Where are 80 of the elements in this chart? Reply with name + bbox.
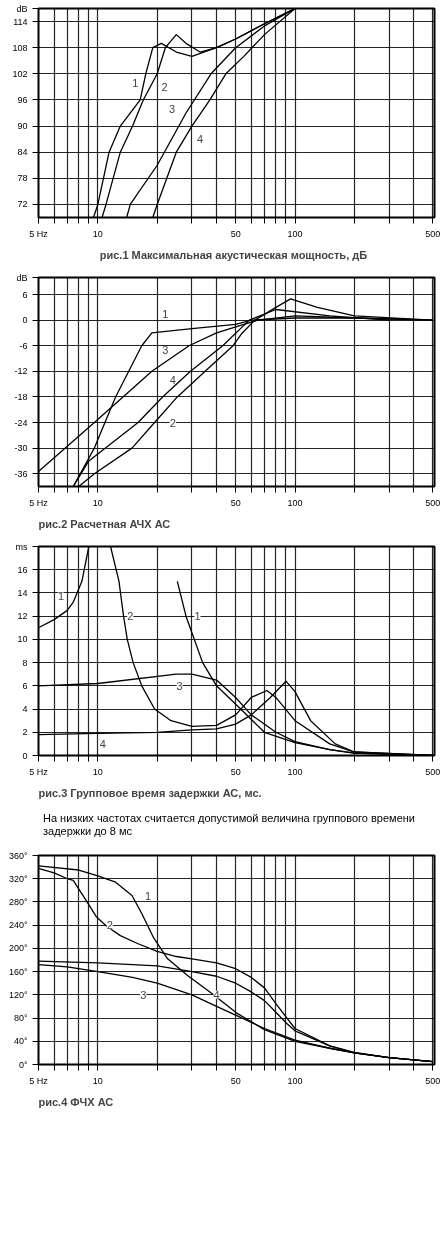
y-tick-label: 12 [17, 611, 28, 622]
x-tick-label: 5 Hz [29, 766, 49, 777]
x-tick-label: 5 Hz [29, 1075, 49, 1086]
x-tick-label: 500 [425, 766, 440, 777]
y-tick-label: 80° [13, 1013, 28, 1024]
y-tick-label: 10 [17, 634, 28, 645]
x-tick-label: 500 [425, 1075, 440, 1086]
y-tick-label: 16 [17, 564, 28, 575]
text: рис.3 Групповое время задержки АС, мс. [38, 786, 262, 799]
y-tick-label: 240° [8, 920, 28, 931]
y-tick-label: 108 [12, 42, 28, 53]
annotation: 2 [127, 610, 134, 623]
y-tick-label: 120° [8, 990, 28, 1001]
y-tick-label: 360° [8, 850, 28, 861]
x-tick-label: 100 [287, 766, 303, 777]
y-tick-label: -24 [14, 417, 28, 428]
y-tick-label: -6 [19, 340, 28, 351]
x-tick-label: 10 [92, 497, 103, 508]
annotation: 2 [161, 80, 168, 93]
y-tick-label: 84 [17, 147, 28, 158]
y-tick-label: -30 [14, 443, 28, 454]
annotation: 2 [169, 416, 176, 429]
x-tick-label: 5 Hz [29, 228, 49, 239]
y-tick-label: -36 [14, 468, 28, 479]
annotation: 4 [197, 133, 204, 146]
y-tick-label: 40° [13, 1036, 28, 1047]
y-tick-label: 114 [13, 16, 28, 27]
x-tick-label: 10 [92, 1075, 103, 1086]
y-tick-label: 96 [17, 94, 28, 105]
x-tick-label: 10 [92, 228, 103, 239]
x-tick-label: 50 [230, 228, 241, 239]
y-tick-label: 102 [12, 68, 28, 79]
annotation: 1 [162, 307, 169, 320]
y-tick-label: 2 [22, 727, 28, 738]
annotation: 3 [169, 102, 176, 115]
x-tick-label: 100 [287, 1075, 303, 1086]
annotation: 3 [162, 344, 169, 357]
y-tick-label: 320° [8, 874, 28, 885]
y-tick-label: 0° [18, 1059, 28, 1070]
y-tick-label: dB [16, 272, 28, 283]
annotation: 2 [106, 919, 113, 932]
y-tick-label: 4 [22, 704, 28, 715]
annotation: 3 [140, 989, 147, 1002]
x-tick-label: 500 [425, 497, 440, 508]
y-tick-label: 14 [17, 587, 28, 598]
y-tick-label: -18 [14, 391, 28, 402]
y-tick-label: 0 [22, 315, 28, 326]
annotation: 1 [145, 890, 152, 903]
x-tick-label: 100 [287, 497, 303, 508]
y-tick-label: 8 [22, 657, 28, 668]
y-tick-label: 72 [17, 199, 28, 210]
x-tick-label: 500 [425, 228, 440, 239]
annotation: 1 [57, 590, 65, 603]
y-tick-label: -12 [14, 366, 28, 377]
annotation: 4 [213, 989, 220, 1002]
y-tick-label: 6 [22, 289, 28, 300]
annotation: 1 [132, 76, 139, 89]
text: рис.4 ФЧХ АС [38, 1095, 114, 1108]
y-tick-label: 78 [17, 173, 28, 184]
y-tick-label: 0 [22, 750, 28, 761]
y-tick-label: 160° [8, 966, 28, 977]
annotation: 3 [176, 679, 183, 692]
y-tick-label: 90 [17, 121, 28, 132]
annotation: 4 [169, 373, 176, 386]
annotation: 4 [99, 737, 106, 750]
x-tick-label: 50 [230, 766, 241, 777]
y-tick-label: 200° [8, 943, 28, 954]
text: На низких частотах считается допустимой величина группового времени задержки до 8 мс [43, 812, 416, 839]
annotation: 1 [194, 610, 201, 623]
y-tick-label: 6 [22, 680, 28, 691]
x-tick-label: 50 [230, 497, 241, 508]
y-tick-label: dB [16, 3, 28, 14]
text: рис.1 Максимальная акустическая мощность, дБ [99, 248, 368, 261]
text: рис.2 Расчетная АЧХ АС [38, 517, 171, 530]
x-tick-label: 100 [287, 228, 303, 239]
x-tick-label: 50 [230, 1075, 241, 1086]
y-tick-label: 280° [8, 897, 28, 908]
x-tick-label: 5 Hz [29, 497, 49, 508]
y-tick-label: ms [15, 541, 28, 552]
x-tick-label: 10 [92, 766, 103, 777]
